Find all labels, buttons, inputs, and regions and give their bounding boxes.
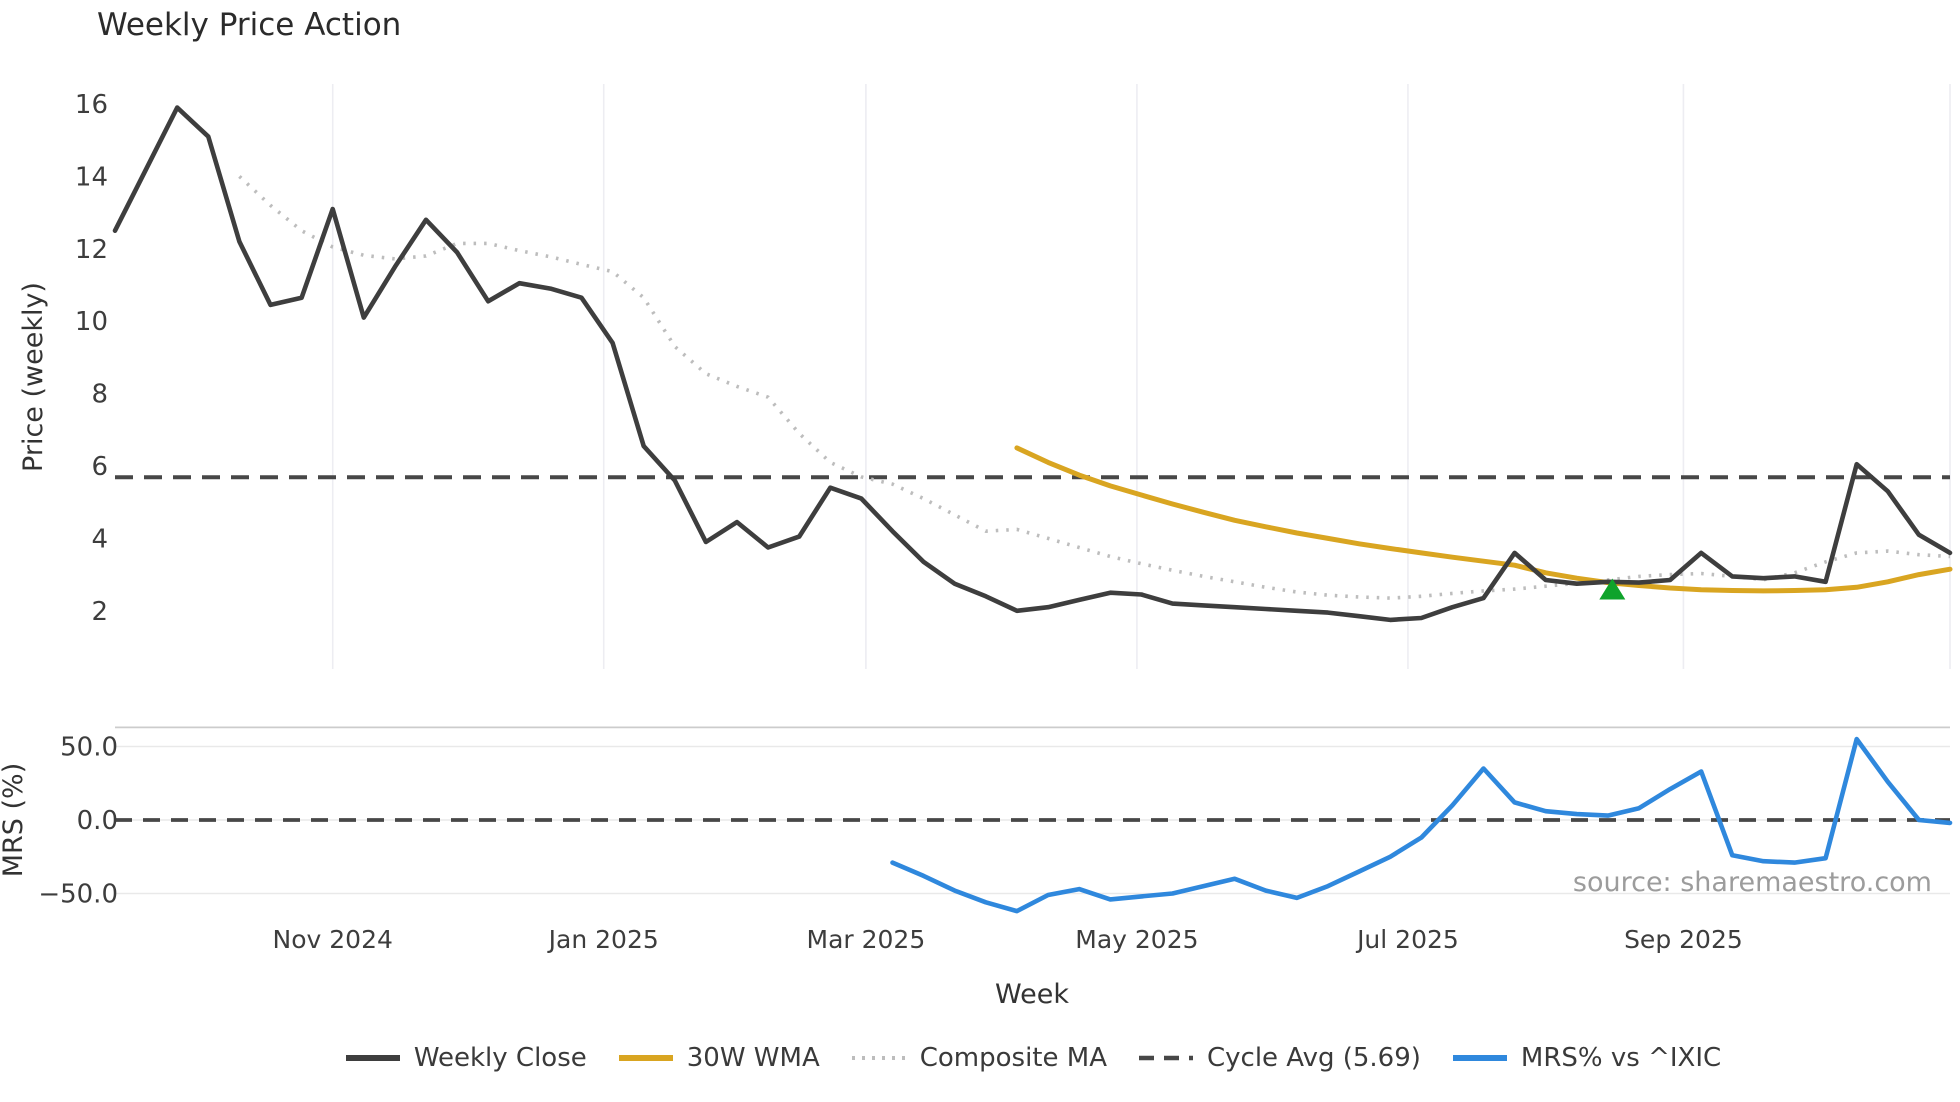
x-tick-label: Sep 2025 [1624, 925, 1743, 954]
x-tick-label: May 2025 [1075, 925, 1198, 954]
legend-item-label: Weekly Close [413, 1043, 587, 1073]
price-tick-label: 2 [91, 597, 108, 627]
mrs-tick-label: −50.0 [38, 880, 118, 910]
composite-ma-line [238, 175, 1951, 600]
price-axis-label: Price (weekly) [18, 282, 49, 472]
legend-swatch-icon [345, 1055, 400, 1061]
legend-swatch-icon [1452, 1055, 1507, 1061]
price-tick-label: 8 [91, 380, 108, 410]
price-tick-label: 6 [91, 452, 108, 482]
source-note: source: sharemaestro.com [1573, 867, 1932, 898]
legend-swatch-icon [1138, 1055, 1193, 1061]
legend-item-weekly-close: Weekly Close [344, 1043, 587, 1073]
legend-item-label: Composite MA [919, 1043, 1107, 1073]
price-tick-label: 16 [75, 90, 108, 120]
mrs-axis-label: MRS (%) [0, 763, 29, 878]
x-tick-label: Nov 2024 [273, 925, 393, 954]
30w-wma-line [1014, 445, 1953, 594]
price-tick-label: 14 [75, 162, 108, 192]
axis-ticks: Nov 2024 Jan 2025 Mar 2025 May 2025 Jul 2025… [38, 90, 1742, 954]
gridlines [331, 84, 1951, 669]
buy-signal-triangle-icon [1599, 578, 1626, 600]
legend: Weekly Close 30W WMA Composite MA Cycle Avg… [115, 1036, 1950, 1080]
mrs-tick-label: 50.0 [60, 733, 118, 763]
mrs-tick-label: 0.0 [77, 806, 118, 836]
legend-swatch-icon [851, 1056, 906, 1060]
chart-title: Weekly Price Action [97, 7, 401, 43]
legend-item-label: MRS% vs ^IXIC [1520, 1043, 1722, 1073]
price-panel [112, 105, 1953, 623]
mrs-panel [115, 726, 1953, 914]
legend-item-cycle-avg-5-69-: Cycle Avg (5.69) [1137, 1043, 1421, 1073]
legend-item-label: 30W WMA [686, 1043, 820, 1073]
legend-item-composite-ma: Composite MA [850, 1043, 1107, 1073]
x-tick-label: Jul 2025 [1355, 925, 1459, 954]
mrs-vs-ixic-line [890, 736, 1953, 914]
price-tick-label: 12 [75, 235, 108, 265]
price-tick-label: 4 [91, 524, 108, 554]
weekly-close-line [112, 105, 1953, 623]
x-tick-label: Mar 2025 [807, 925, 926, 954]
price-tick-label: 10 [75, 307, 108, 337]
legend-item-mrs-vs-ixic: MRS% vs ^IXIC [1451, 1043, 1721, 1073]
legend-item-label: Cycle Avg (5.69) [1206, 1043, 1421, 1073]
x-tick-label: Jan 2025 [547, 925, 659, 954]
legend-swatch-icon [618, 1055, 673, 1061]
legend-item-30w-wma: 30W WMA [617, 1043, 820, 1073]
week-axis-label: Week [995, 979, 1069, 1010]
